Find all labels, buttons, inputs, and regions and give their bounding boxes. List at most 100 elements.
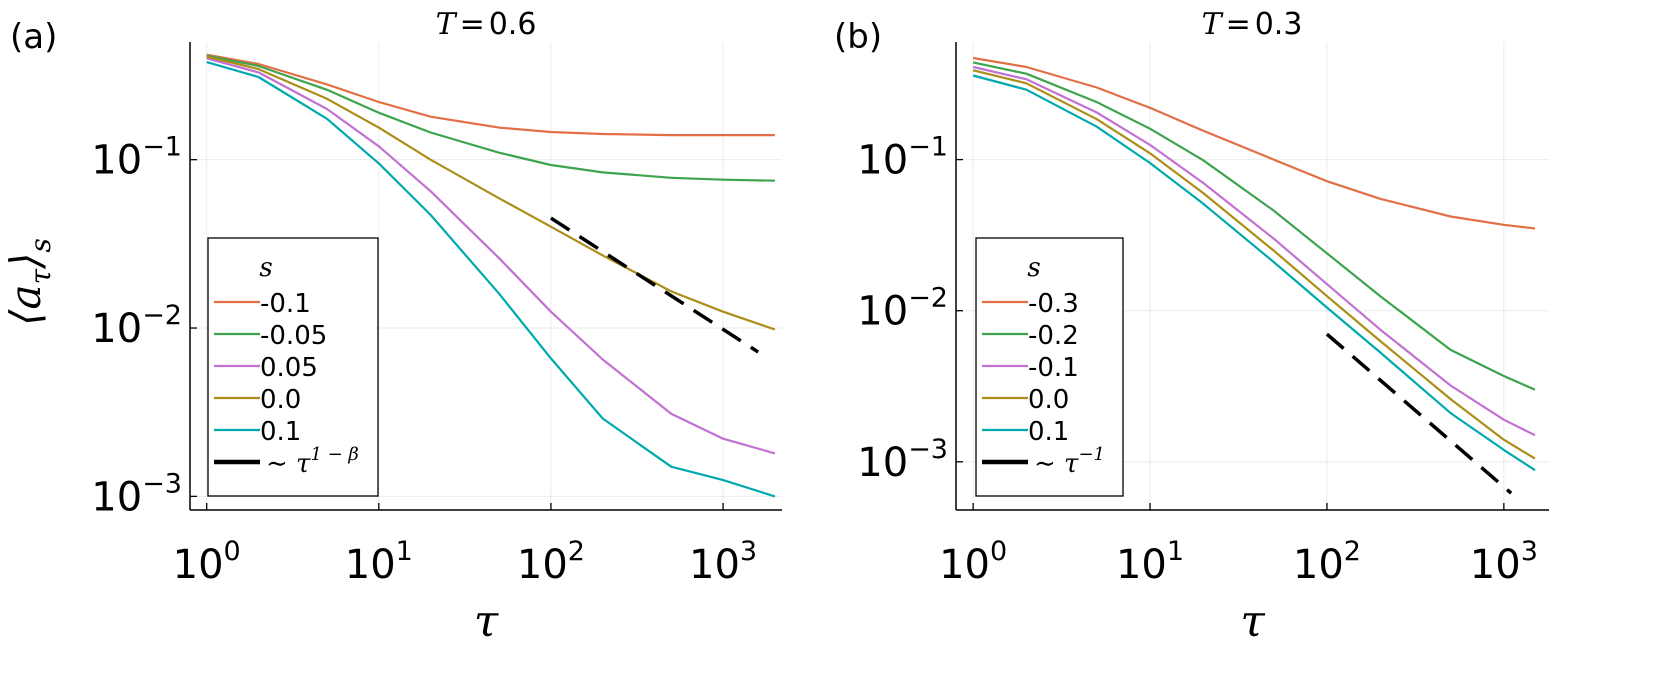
x-tick-base: 10	[1116, 542, 1167, 588]
legend-entry-label: 0.0	[1028, 385, 1069, 415]
series-line--0.1	[206, 53, 775, 137]
series-line--0.3	[972, 56, 1536, 230]
legend-entry-label: -0.2	[1028, 321, 1079, 351]
y-tick-base: 10	[91, 474, 142, 520]
legend-guide-exp: −1	[1078, 444, 1105, 465]
x-tick-label: 103	[689, 536, 757, 588]
legend-entry-0.1: 0.1	[1028, 417, 1069, 447]
title-value: 0.3	[1255, 7, 1303, 42]
series-line-0.0	[206, 55, 776, 331]
y-axis-label-main: ⟨a	[1, 284, 50, 325]
legend: s -0.1-0.050.050.00.1∼ τ1 − β	[207, 237, 379, 497]
legend-entry-0.0: 0.0	[1028, 385, 1069, 415]
legend-entry-label: 0.0	[260, 385, 301, 415]
x-tick-base: 10	[173, 542, 224, 588]
legend-entry-label: -0.1	[1028, 353, 1079, 383]
y-axis-label-sub1: τ	[24, 268, 57, 284]
y-tick-base: 10	[857, 138, 908, 184]
legend-entry-label: -0.05	[260, 321, 327, 351]
x-axis-label-text: τ	[1240, 596, 1265, 647]
legend-guide-label: ∼ τ	[1034, 449, 1079, 479]
legend-entry-guide: ∼ τ1 − β	[266, 444, 359, 479]
legend-entry--0.3: -0.3	[1028, 289, 1079, 319]
panel-label-text: (b)	[834, 17, 882, 57]
legend-entry-label: 0.1	[1028, 417, 1069, 447]
legend-entry-label: 0.05	[260, 353, 318, 383]
x-tick-base: 10	[517, 542, 568, 588]
x-tick-exp: 1	[396, 536, 413, 567]
legend-entry-label: -0.3	[1028, 289, 1079, 319]
y-axis-label-close: ⟩	[1, 253, 50, 270]
x-tick-label: 103	[1470, 536, 1538, 588]
chart-title: T = 0.3	[1202, 7, 1303, 42]
title-variable: T	[1202, 7, 1224, 42]
legend-guide-exp: 1 − β	[310, 444, 358, 465]
panel-label: (b)	[834, 17, 882, 57]
y-tick-label: 10−1	[857, 132, 948, 184]
x-tick-base: 10	[939, 542, 990, 588]
series-line--0.05	[206, 54, 775, 182]
x-tick-base: 10	[1293, 542, 1344, 588]
legend-entry--0.1: -0.1	[1028, 353, 1079, 383]
title-equals: =	[1226, 7, 1251, 42]
x-tick-exp: 2	[568, 536, 585, 567]
y-tick-exp: −1	[908, 132, 948, 163]
legend: s -0.3-0.2-0.10.00.1∼ τ−1	[975, 237, 1124, 497]
legend-entry-label: -0.1	[260, 289, 311, 319]
legend-entry--0.05: -0.05	[260, 321, 327, 351]
legend-entry-guide: ∼ τ−1	[1034, 444, 1105, 479]
x-tick-exp: 0	[224, 536, 241, 567]
panel-label: (a)	[10, 17, 57, 57]
legend-entry--0.2: -0.2	[1028, 321, 1079, 351]
x-tick-label: 102	[517, 536, 585, 588]
y-tick-base: 10	[857, 440, 908, 486]
chart-title: T = 0.6	[436, 7, 537, 42]
x-tick-label: 100	[173, 536, 241, 588]
title-equals: =	[460, 7, 485, 42]
x-tick-exp: 0	[990, 536, 1007, 567]
x-axis-label: τ	[1240, 596, 1265, 647]
legend-entry-0.1: 0.1	[260, 417, 301, 447]
y-axis-label: ⟨aτ⟩s	[1, 238, 57, 326]
panel-label-text: (a)	[10, 17, 57, 57]
series-line--0.1	[972, 65, 1536, 437]
x-tick-label: 101	[345, 536, 413, 588]
legend-entry-0.0: 0.0	[260, 385, 301, 415]
x-tick-exp: 2	[1344, 536, 1361, 567]
y-tick-label: 10−2	[857, 283, 948, 335]
x-tick-label: 100	[939, 536, 1007, 588]
series-line-0.1	[206, 61, 776, 498]
y-tick-exp: −2	[908, 283, 948, 314]
guide-dashed-line	[549, 216, 760, 354]
x-tick-exp: 3	[1521, 536, 1538, 567]
y-tick-label: 10−3	[857, 434, 948, 486]
y-tick-exp: −2	[142, 300, 182, 331]
y-tick-exp: −3	[908, 434, 948, 465]
x-tick-label: 101	[1116, 536, 1184, 588]
x-tick-base: 10	[345, 542, 396, 588]
x-axis-label-text: τ	[474, 596, 499, 647]
x-tick-exp: 3	[740, 536, 757, 567]
y-axis-label-sub2: s	[24, 238, 57, 252]
y-tick-label: 10−1	[91, 132, 182, 184]
legend-title-text: s	[259, 253, 272, 283]
x-axis-label: τ	[474, 596, 499, 647]
title-variable: T	[436, 7, 458, 42]
legend-title: s	[259, 253, 272, 283]
series-line-0.05	[206, 57, 776, 455]
legend-title-text: s	[1027, 253, 1040, 283]
legend-guide-label: ∼ τ	[266, 449, 311, 479]
legend-entry-label: 0.1	[260, 417, 301, 447]
series-line-0.0	[972, 69, 1536, 460]
legend-entry--0.1: -0.1	[260, 289, 311, 319]
legend-title: s	[1027, 253, 1040, 283]
y-tick-base: 10	[857, 289, 908, 335]
y-tick-base: 10	[91, 306, 142, 352]
x-tick-exp: 1	[1167, 536, 1184, 567]
title-value: 0.6	[489, 7, 537, 42]
legend-entry-0.05: 0.05	[260, 353, 318, 383]
y-tick-exp: −1	[142, 132, 182, 163]
